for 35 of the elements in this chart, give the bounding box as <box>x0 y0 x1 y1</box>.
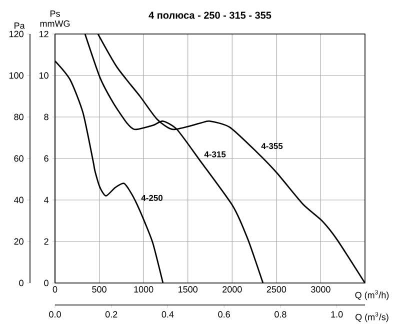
x-tick-label: 2000 <box>222 286 242 293</box>
y2-tick-label: 4 <box>44 196 49 204</box>
y-tick-label: 20 <box>14 238 24 245</box>
y2-tick-label: 6 <box>44 155 48 162</box>
x-tick-label: 0 <box>52 286 58 293</box>
x2-tick-label: 0.2 <box>105 311 118 318</box>
series-label: 4-355 <box>261 143 283 150</box>
y2-tick-label: 8 <box>44 114 48 120</box>
y-tick-label: 120 <box>9 30 24 38</box>
y2-tick-label: 10 <box>39 72 48 79</box>
series-label: 4-250 <box>141 194 163 201</box>
series-label: 4-315 <box>204 151 226 158</box>
x2-tick-label: 1.0 <box>331 311 343 318</box>
y-tick-label: 40 <box>14 196 24 204</box>
chart-title: 4 полюса - 250 - 315 - 355 <box>148 12 272 19</box>
x-tick-label: 2500 <box>266 286 286 293</box>
y2-tick-label: 0 <box>44 280 48 286</box>
x-axis-title: Q (m$^{3}$/h) <box>355 290 389 300</box>
x2-tick-label: 0.8 <box>274 311 286 318</box>
x2-axis-title: Q (m$^{3}$/s) <box>356 312 388 322</box>
x2-tick-label: 0.0 <box>49 311 61 318</box>
x-tick-label: 1000 <box>134 286 154 293</box>
y-axis-title: Pa <box>14 22 25 29</box>
y2-tick-label: 2 <box>44 238 48 245</box>
x2-tick-label: 0.6 <box>218 311 230 318</box>
y-tick-label: 100 <box>9 72 24 79</box>
x-tick-label: 3000 <box>311 286 330 293</box>
x-tick-label: 500 <box>92 286 106 293</box>
y-tick-label: 80 <box>14 114 24 120</box>
y2-tick-label: 12 <box>39 30 48 38</box>
x-tick-label: 1500 <box>178 286 198 293</box>
y2-axis-title: Ps mmWG <box>40 10 70 27</box>
y-tick-label: 60 <box>14 155 24 162</box>
x2-tick-label: 0.4 <box>162 311 174 318</box>
y-tick-label: 0 <box>19 280 24 286</box>
